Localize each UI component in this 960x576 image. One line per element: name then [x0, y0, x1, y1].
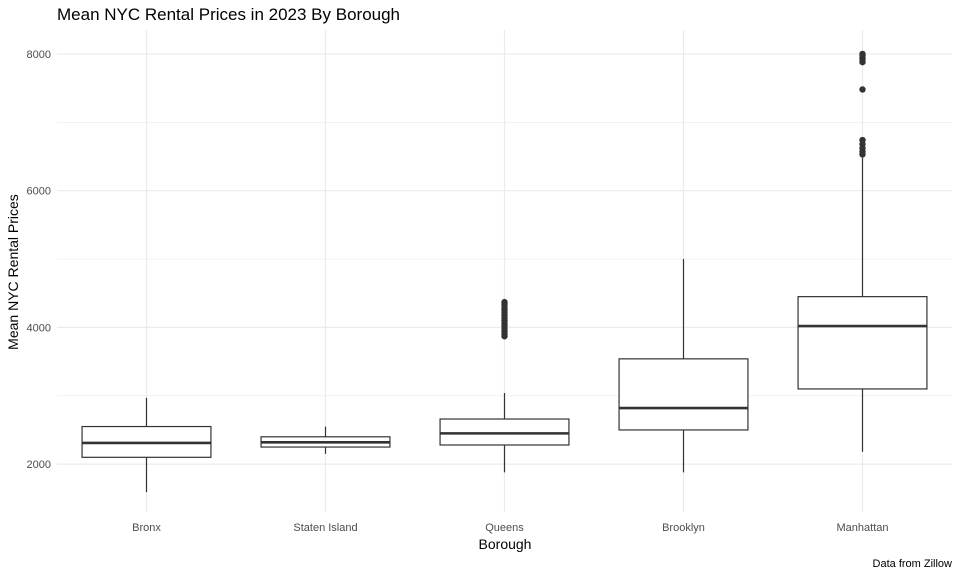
x-tick-label: Staten Island	[293, 522, 357, 534]
outlier-point	[859, 86, 866, 93]
y-axis-title: Mean NYC Rental Prices	[5, 194, 21, 350]
box-plot-marks	[81, 50, 928, 493]
y-tick-label: 2000	[27, 459, 51, 471]
x-axis-title: Borough	[479, 536, 532, 552]
x-tick-label: Manhattan	[837, 522, 889, 534]
x-tick-label: Brooklyn	[662, 522, 705, 534]
iqr-box	[618, 358, 749, 431]
y-tick-label: 8000	[27, 49, 51, 61]
caption: Data from Zillow	[873, 558, 953, 570]
box-manhattan	[797, 50, 928, 452]
box-brooklyn	[618, 259, 749, 473]
box-staten-island	[260, 426, 391, 454]
y-tick-label: 4000	[27, 322, 51, 334]
y-tick-label: 6000	[27, 186, 51, 198]
iqr-box	[797, 296, 928, 390]
chart-title: Mean NYC Rental Prices in 2023 By Boroug…	[57, 5, 400, 24]
outlier-point	[501, 298, 508, 306]
iqr-box	[439, 418, 570, 446]
x-tick-label: Queens	[485, 522, 524, 534]
box-queens	[439, 298, 570, 473]
outlier-point	[859, 50, 866, 58]
outlier-point	[859, 136, 866, 144]
x-tick-label: Bronx	[132, 522, 161, 534]
axis-ticks: 2000 4000 6000 8000 Bronx Staten Island Queens…	[27, 49, 889, 534]
box-bronx	[81, 397, 212, 493]
